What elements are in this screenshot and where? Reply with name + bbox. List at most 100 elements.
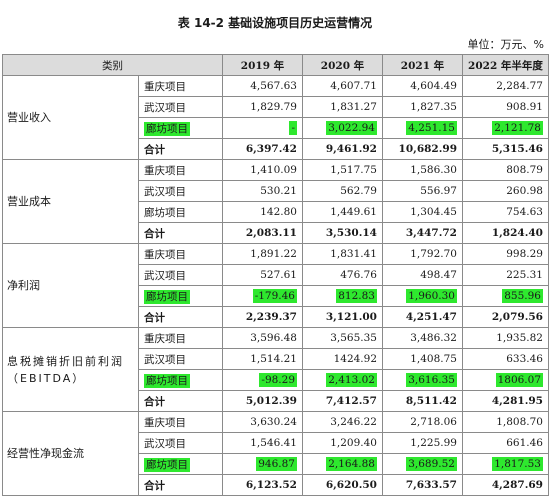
- header-row: 类别 2019 年 2020 年 2021 年 2022 年半年度: [2, 54, 549, 76]
- value-cell: 2,121.78: [462, 117, 549, 139]
- value-cell: 754.63: [462, 201, 549, 223]
- value-cell: 4,607.71: [302, 75, 383, 97]
- value-cell: 2,413.02: [302, 369, 383, 391]
- value-cell: 260.98: [462, 180, 549, 202]
- row-name: 重庆项目: [138, 327, 223, 349]
- row-name: 廊坊项目: [138, 285, 223, 307]
- value-cell: 3,565.35: [302, 327, 383, 349]
- row-name: 廊坊项目: [138, 117, 223, 139]
- highlighted-text: 812.83: [336, 289, 377, 303]
- group-label-revenue: 营业收入: [2, 75, 139, 160]
- highlighted-text: 3,022.94: [326, 121, 377, 135]
- highlighted-text: 1,960.30: [406, 289, 457, 303]
- table-row: 合计 6,397.42 9,461.92 10,682.99 5,315.46: [3, 138, 549, 160]
- value-cell: 498.47: [382, 264, 463, 286]
- group-label-net-profit: 净利润: [2, 243, 139, 328]
- value-cell: 1,827.35: [382, 96, 463, 118]
- header-year-2019: 2019 年: [222, 54, 303, 76]
- table-row: 武汉项目 1,546.41 1,209.40 1,225.99 661.46: [3, 432, 549, 454]
- value-cell: 4,251.15: [382, 117, 463, 139]
- table-row: 营业收入 重庆项目 4,567.63 4,607.71 4,604.49 2,284.77: [2, 75, 549, 160]
- table-row: 廊坊项目 946.87 2,164.88 3,689.52 1,817.53: [3, 453, 549, 475]
- row-name: 重庆项目: [138, 243, 223, 265]
- value-cell: 3,530.14: [302, 222, 383, 244]
- row-name: 重庆项目: [138, 159, 223, 181]
- value-cell: 1,449.61: [302, 201, 383, 223]
- value-cell: 1,824.40: [462, 222, 549, 244]
- value-cell: 5,315.46: [462, 138, 549, 160]
- table-row: 廊坊项目 142.80 1,449.61 1,304.45 754.63: [3, 201, 549, 223]
- highlighted-text: 1,817.53: [492, 457, 543, 471]
- value-cell: 3,596.48: [222, 327, 303, 349]
- value-cell: 4,604.49: [382, 75, 463, 97]
- value-cell: 10,682.99: [382, 138, 463, 160]
- value-cell: 1,586.30: [382, 159, 463, 181]
- value-cell: 3,689.52: [382, 453, 463, 475]
- value-cell: -: [222, 117, 303, 139]
- header-category: 类别: [2, 54, 223, 76]
- header-year-2021: 2021 年: [382, 54, 463, 76]
- table-title: 表 14-2 基础设施项目历史运营情况: [177, 16, 373, 30]
- value-cell: 3,630.24: [222, 411, 303, 433]
- value-cell: 1,891.22: [222, 243, 303, 265]
- operations-table: 类别 2019 年 2020 年 2021 年 2022 年半年度 营业收入 重庆…: [2, 54, 549, 496]
- row-name: 廊坊项目: [138, 453, 223, 475]
- value-cell: 556.97: [382, 180, 463, 202]
- value-cell: 1,517.75: [302, 159, 383, 181]
- group-label-operating-cash-flow: 经营性净现金流: [2, 411, 139, 496]
- value-cell: 1,831.27: [302, 96, 383, 118]
- row-name: 重庆项目: [138, 411, 223, 433]
- highlighted-text: -: [289, 121, 297, 135]
- value-cell: 142.80: [222, 201, 303, 223]
- value-cell: 476.76: [302, 264, 383, 286]
- value-cell: 1,831.41: [302, 243, 383, 265]
- table-row: 营业成本 重庆项目 1,410.09 1,517.75 1,586.30 808.79: [2, 159, 549, 244]
- value-cell: 4,287.69: [462, 474, 549, 496]
- value-cell: 1,408.75: [382, 348, 463, 370]
- row-name: 重庆项目: [138, 75, 223, 97]
- value-cell: 2,164.88: [302, 453, 383, 475]
- table-row: 净利润 重庆项目 1,891.22 1,831.41 1,792.70 998.29: [2, 243, 549, 328]
- row-name: 武汉项目: [138, 180, 223, 202]
- value-cell: 661.46: [462, 432, 549, 454]
- group-label-ebitda: 息税摊销折旧前利润（EBITDA）: [2, 327, 139, 412]
- table-row: 武汉项目 527.61 476.76 498.47 225.31: [3, 264, 549, 286]
- value-cell: 808.79: [462, 159, 549, 181]
- table-row: 廊坊项目 -98.29 2,413.02 3,616.35 1806.07: [3, 369, 549, 391]
- value-cell: 562.79: [302, 180, 383, 202]
- row-name: 合计: [138, 474, 223, 496]
- value-cell: 1,410.09: [222, 159, 303, 181]
- row-name: 武汉项目: [138, 96, 223, 118]
- highlighted-text: 廊坊项目: [144, 289, 190, 304]
- value-cell: 2,083.11: [222, 222, 303, 244]
- highlighted-text: -98.29: [259, 373, 297, 387]
- value-cell: 6,397.42: [222, 138, 303, 160]
- value-cell: 4,251.47: [382, 306, 463, 328]
- highlighted-text: 946.87: [256, 457, 297, 471]
- value-cell: 908.91: [462, 96, 549, 118]
- row-name: 廊坊项目: [138, 201, 223, 223]
- value-cell: 855.96: [462, 285, 549, 307]
- value-cell: 6,620.50: [302, 474, 383, 496]
- highlighted-text: 2,164.88: [326, 457, 377, 471]
- value-cell: 1,935.82: [462, 327, 549, 349]
- value-cell: 4,567.63: [222, 75, 303, 97]
- unit-label: 单位：万元、%: [467, 38, 544, 51]
- table-row: 经营性净现金流 重庆项目 3,630.24 3,246.22 2,718.06 1,808…: [2, 411, 549, 496]
- value-cell: 2,239.37: [222, 306, 303, 328]
- value-cell: 4,281.95: [462, 390, 549, 412]
- value-cell: 2,284.77: [462, 75, 549, 97]
- table-row: 合计 2,239.37 3,121.00 4,251.47 2,079.56: [3, 306, 549, 328]
- group-label-cost: 营业成本: [2, 159, 139, 244]
- value-cell: 527.61: [222, 264, 303, 286]
- value-cell: 998.29: [462, 243, 549, 265]
- value-cell: 2,079.56: [462, 306, 549, 328]
- table-row: 廊坊项目 -179.46 812.83 1,960.30 855.96: [3, 285, 549, 307]
- value-cell: 530.21: [222, 180, 303, 202]
- highlighted-text: 1806.07: [495, 373, 543, 387]
- row-name: 合计: [138, 138, 223, 160]
- row-name: 廊坊项目: [138, 369, 223, 391]
- row-name: 武汉项目: [138, 348, 223, 370]
- value-cell: 5,012.39: [222, 390, 303, 412]
- header-year-2022h1: 2022 年半年度: [462, 54, 549, 76]
